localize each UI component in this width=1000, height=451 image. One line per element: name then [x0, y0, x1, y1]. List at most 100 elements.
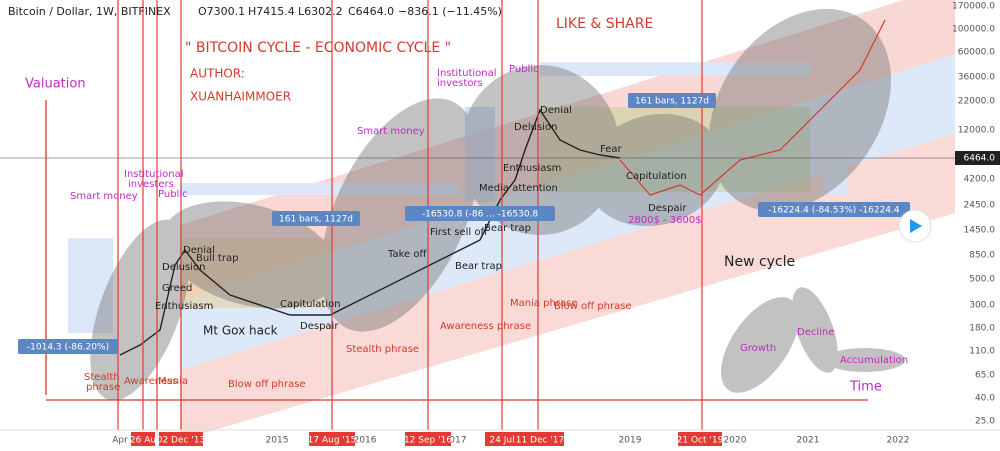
price-label: 12000.0: [958, 126, 995, 136]
label: Smart money: [70, 191, 138, 202]
price-label: 4200.0: [964, 175, 996, 185]
label: Denial: [540, 105, 572, 116]
label: First sell off: [430, 227, 488, 238]
date-marker: 26 Au: [130, 436, 156, 446]
like-share: LIKE & SHARE: [556, 16, 653, 32]
lower-channel: [180, 120, 1000, 440]
zone: [180, 183, 460, 195]
date-marker: 11 Dec '17: [516, 436, 565, 446]
time-label: 2016: [354, 436, 377, 446]
projection: [619, 19, 886, 196]
label: Delusion: [514, 122, 557, 133]
date-marker-bg: [678, 432, 722, 446]
label: Bull trap: [196, 253, 238, 264]
time-label: 2021: [797, 436, 820, 446]
time-label: Apr: [112, 436, 128, 446]
date-marker: 02 Dec '13: [157, 436, 206, 446]
price-label: 36000.0: [958, 73, 995, 83]
author: XUANHAIMMOER: [190, 90, 291, 104]
date-marker-bg: [159, 432, 203, 446]
price-badge: [955, 151, 1000, 165]
price-label: 65.0: [975, 371, 995, 381]
new-cycle: New cycle: [724, 254, 795, 270]
date-marker-bg: [131, 432, 155, 446]
label: Take off: [387, 249, 427, 260]
label: Despair: [648, 203, 687, 214]
price-label: 500.0: [969, 275, 995, 285]
label: Growth: [740, 343, 776, 354]
price-label: 850.0: [969, 251, 995, 261]
label: Media attention: [479, 183, 558, 194]
label: Accumulation: [840, 355, 908, 366]
author-label: AUTHOR:: [190, 67, 245, 81]
close: C6464.0: [348, 5, 394, 18]
badge: 161 bars, 1127d: [279, 215, 353, 225]
label: Public: [158, 189, 188, 200]
change: −836.1 (−11.45%): [398, 5, 502, 18]
date-marker-bg: [309, 432, 355, 446]
label: Stealth phrase: [346, 344, 419, 355]
high: H7415.4: [248, 5, 295, 18]
label: investers: [128, 179, 174, 190]
date-marker-bg: [485, 432, 519, 446]
label: Despair: [300, 321, 339, 332]
badge: -1014.3 (-86.20%): [27, 343, 109, 353]
date-marker-bg: [516, 432, 564, 446]
price-label: 60000.0: [958, 48, 995, 58]
label: Mania: [158, 376, 188, 387]
label: Decline: [797, 327, 834, 338]
label: Institutional: [437, 68, 497, 79]
label: Enthusiasm: [503, 163, 561, 174]
play-icon: [910, 219, 922, 233]
date-marker-bg: [405, 432, 451, 446]
symbol: Bitcoin / Dollar, 1W, BITFINEX: [8, 5, 171, 18]
price-label: 180.0: [969, 324, 995, 334]
label: Bear trap: [455, 261, 502, 272]
price-label: 25.0: [975, 417, 995, 427]
time: Time: [849, 380, 882, 395]
label: Capitulation: [626, 171, 687, 182]
label: Blow off phrase: [228, 379, 306, 390]
price-label: 110.0: [969, 347, 995, 357]
badge: 161 bars, 1127d: [635, 97, 709, 107]
price-axis: [955, 0, 1000, 430]
zone: [540, 62, 810, 76]
price-label: 2450.0: [964, 201, 996, 211]
open: O7300.1: [198, 5, 245, 18]
price-labels: 170000.0 100000.0 60000.0 36000.0 22000.0 120…: [952, 2, 995, 427]
zone: [540, 107, 810, 192]
label: Institutional: [124, 169, 184, 180]
label: Fear: [600, 144, 622, 155]
price-label: 6464.0: [964, 154, 996, 164]
time-label: 2017: [444, 436, 467, 446]
zone: [822, 107, 847, 195]
price-label: 22000.0: [958, 97, 995, 107]
label: Awareness: [124, 376, 178, 387]
time-label: 2019: [619, 436, 642, 446]
measure-badges: 161 bars, 1127d 161 bars, 1127d -16530.8…: [18, 93, 910, 354]
price-line: [119, 108, 621, 356]
title: " BITCOIN CYCLE - ECONOMIC CYCLE ": [185, 40, 451, 56]
label: Awareness phrase: [440, 321, 531, 332]
zone: [465, 107, 495, 202]
label: Delusion: [162, 262, 205, 273]
zone: [68, 238, 113, 333]
low: L6302.2: [298, 5, 343, 18]
date-marker: 12 Sep '16: [404, 436, 452, 446]
label: Capitulation: [280, 299, 341, 310]
label: investors: [437, 78, 483, 89]
valuation: Valuation: [25, 77, 86, 92]
label: Greed: [162, 283, 192, 294]
date-marker: 21 Oct '19: [677, 436, 724, 446]
time-label: 2022: [887, 436, 910, 446]
label: 2800$ - 3600$: [628, 215, 702, 226]
label: Enthusiasm: [155, 301, 213, 312]
label: Public: [509, 64, 539, 75]
label: Smart money: [357, 126, 425, 137]
price-label: 100000.0: [952, 25, 995, 35]
date-marker: 17 Aug '15: [308, 436, 357, 446]
time-label: 2020: [724, 436, 747, 446]
price-label: 40.0: [975, 394, 995, 404]
price-label: 300.0: [969, 301, 995, 311]
